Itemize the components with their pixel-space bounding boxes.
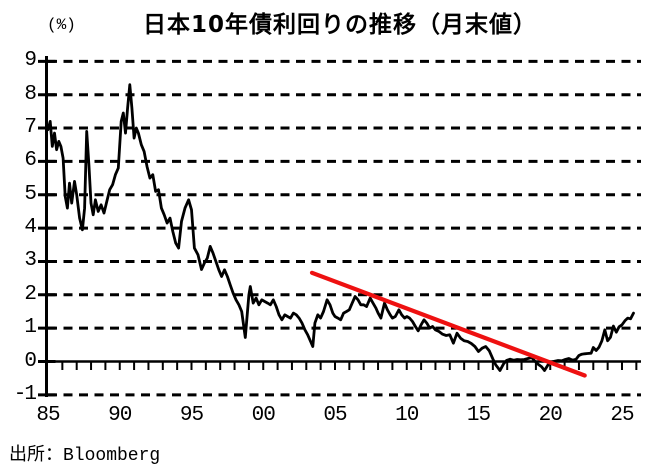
y-tick-label--1: -1 bbox=[13, 382, 37, 406]
y-tick-label-6: 6 bbox=[24, 149, 37, 173]
x-tick-label-10: 10 bbox=[395, 404, 419, 427]
y-tick-label-5: 5 bbox=[24, 182, 37, 206]
chart-title: 日本10年債利回りの推移（月末値） bbox=[142, 12, 537, 38]
source-note: 出所：Bloomberg bbox=[9, 446, 161, 466]
y-tick-label-1: 1 bbox=[24, 316, 37, 340]
x-tick-label-15: 15 bbox=[466, 404, 491, 427]
x-tick-label-90: 90 bbox=[108, 404, 132, 427]
y-tick-label-9: 9 bbox=[24, 49, 37, 73]
series-jgb-10y-yield-monthly bbox=[46, 83, 635, 372]
x-tick-label-20: 20 bbox=[538, 404, 563, 427]
y-tick-label-8: 8 bbox=[24, 82, 37, 106]
data-series-layer bbox=[46, 83, 635, 378]
x-tick-label-00: 00 bbox=[251, 404, 276, 427]
y-tick-label-0: 0 bbox=[24, 349, 37, 373]
x-tick-label-25: 25 bbox=[610, 404, 634, 427]
y-tick-label-4: 4 bbox=[24, 216, 37, 240]
y-tick-label-3: 3 bbox=[24, 249, 37, 273]
x-tick-label-05: 05 bbox=[323, 404, 347, 427]
gridlines-layer bbox=[48, 59, 641, 397]
x-tick-label-95: 95 bbox=[179, 404, 204, 427]
x-tick-label-85: 85 bbox=[36, 404, 60, 427]
y-tick-label-7: 7 bbox=[24, 116, 37, 140]
y-axis-unit-label: (%) bbox=[47, 16, 76, 34]
series-downtrend-line bbox=[309, 270, 587, 378]
y-tick-label-2: 2 bbox=[24, 282, 37, 306]
